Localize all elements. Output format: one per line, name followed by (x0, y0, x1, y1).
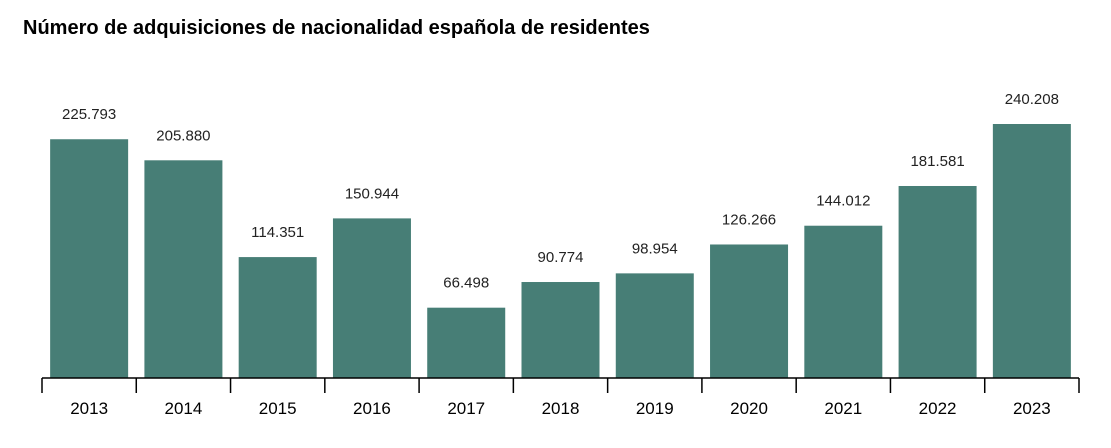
x-tick-label: 2016 (353, 399, 391, 418)
x-tick-label: 2018 (542, 399, 580, 418)
x-tick-label: 2015 (259, 399, 297, 418)
x-tick-label: 2014 (164, 399, 202, 418)
bar (992, 124, 1071, 378)
bar (144, 160, 223, 378)
bar (427, 307, 506, 378)
x-tick-label: 2021 (824, 399, 862, 418)
x-tick-label: 2022 (919, 399, 957, 418)
data-label: 114.351 (251, 224, 304, 241)
x-tick-label: 2023 (1013, 399, 1051, 418)
x-tick-label: 2019 (636, 399, 674, 418)
x-tick-label: 2013 (70, 399, 108, 418)
bar (238, 257, 317, 378)
bar (710, 244, 789, 378)
bar (50, 139, 129, 378)
data-label: 150.944 (345, 185, 399, 202)
bar (521, 282, 600, 378)
data-label: 144.012 (816, 193, 870, 210)
data-label: 181.581 (910, 153, 964, 170)
data-label: 66.498 (443, 275, 489, 292)
bar (332, 218, 411, 378)
data-label: 240.208 (1005, 91, 1059, 108)
data-label: 90.774 (538, 249, 584, 266)
data-label: 205.880 (156, 127, 210, 144)
bar (804, 225, 883, 378)
x-tick-label: 2020 (730, 399, 768, 418)
bar (615, 273, 694, 378)
bar (898, 185, 977, 378)
chart-title: Número de adquisiciones de nacionalidad … (23, 17, 650, 39)
x-tick-label: 2017 (447, 399, 485, 418)
data-label: 98.954 (632, 240, 678, 257)
data-label: 225.793 (62, 106, 116, 123)
data-label: 126.266 (722, 211, 776, 228)
